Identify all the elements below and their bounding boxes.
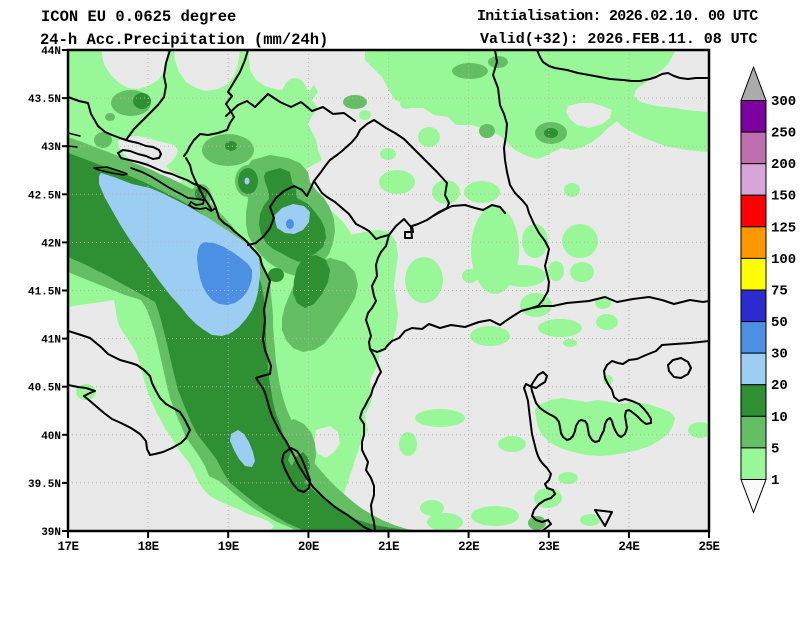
svg-text:39N: 39N bbox=[41, 527, 61, 539]
svg-text:42.5N: 42.5N bbox=[28, 190, 61, 202]
svg-text:300: 300 bbox=[771, 94, 796, 110]
svg-text:40N: 40N bbox=[41, 431, 61, 443]
svg-text:100: 100 bbox=[771, 252, 796, 268]
svg-text:41.5N: 41.5N bbox=[28, 287, 61, 299]
svg-text:22E: 22E bbox=[458, 540, 479, 554]
svg-text:18E: 18E bbox=[138, 540, 159, 554]
svg-text:25E: 25E bbox=[698, 540, 719, 554]
svg-text:150: 150 bbox=[771, 189, 796, 205]
svg-text:43.5N: 43.5N bbox=[28, 94, 61, 106]
svg-text:42N: 42N bbox=[41, 238, 61, 250]
svg-text:23E: 23E bbox=[538, 540, 559, 554]
svg-text:10: 10 bbox=[771, 410, 788, 426]
svg-text:ICON EU 0.0625 degree: ICON EU 0.0625 degree bbox=[41, 8, 236, 26]
svg-text:75: 75 bbox=[771, 284, 788, 300]
svg-text:Valid(+32): 2026.FEB.11. 08 UT: Valid(+32): 2026.FEB.11. 08 UTC bbox=[480, 31, 758, 48]
svg-text:Initialisation: 2026.02.10. 00: Initialisation: 2026.02.10. 00 UTC bbox=[477, 8, 758, 25]
svg-text:1: 1 bbox=[771, 473, 779, 489]
svg-text:39.5N: 39.5N bbox=[28, 479, 61, 491]
svg-text:40.5N: 40.5N bbox=[28, 383, 61, 395]
svg-text:43N: 43N bbox=[41, 142, 61, 154]
svg-text:5: 5 bbox=[771, 441, 779, 457]
svg-text:41N: 41N bbox=[41, 335, 61, 347]
svg-text:250: 250 bbox=[771, 126, 796, 142]
svg-text:125: 125 bbox=[771, 220, 796, 236]
svg-text:44N: 44N bbox=[41, 46, 61, 58]
svg-text:30: 30 bbox=[771, 347, 788, 363]
svg-text:200: 200 bbox=[771, 157, 796, 173]
svg-text:20: 20 bbox=[771, 378, 788, 394]
svg-text:17E: 17E bbox=[57, 540, 78, 554]
svg-text:50: 50 bbox=[771, 315, 788, 331]
svg-text:19E: 19E bbox=[218, 540, 239, 554]
svg-text:20E: 20E bbox=[298, 540, 319, 554]
svg-text:24-h Acc.Precipitation (mm/24h: 24-h Acc.Precipitation (mm/24h) bbox=[40, 31, 328, 49]
svg-text:21E: 21E bbox=[378, 540, 399, 554]
svg-text:24E: 24E bbox=[618, 540, 639, 554]
